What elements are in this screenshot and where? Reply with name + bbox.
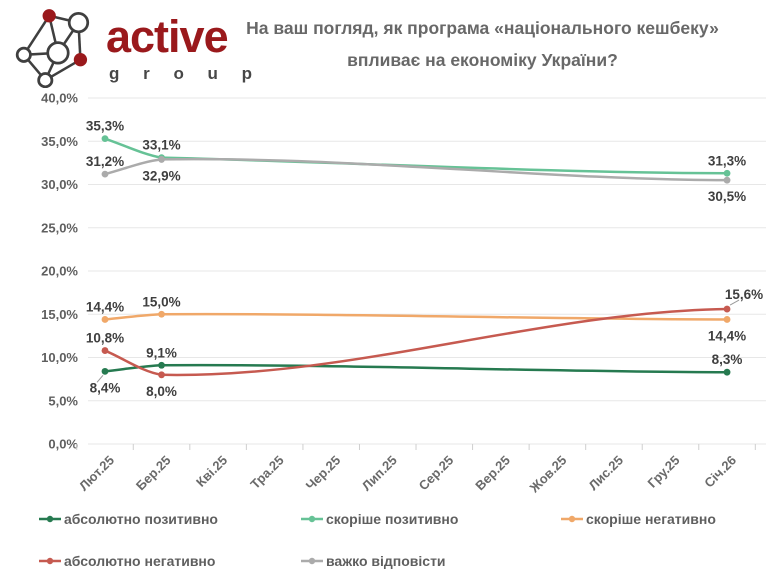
y-tick-label: 5,0% bbox=[48, 393, 78, 408]
data-label: 8,4% bbox=[90, 380, 121, 395]
network-icon bbox=[15, 9, 90, 88]
logo-subtitle: g r o u p bbox=[109, 64, 262, 83]
legend-item: скоріше позитивно bbox=[300, 511, 458, 527]
data-label: 35,3% bbox=[86, 119, 124, 134]
data-point bbox=[723, 169, 731, 177]
logo-title: active bbox=[106, 11, 229, 62]
y-tick-label: 20,0% bbox=[41, 264, 78, 279]
legend-marker-icon bbox=[39, 515, 61, 523]
logo-text: active g r o u p bbox=[106, 6, 262, 84]
x-tick-label: Лют.25 bbox=[76, 453, 117, 494]
data-label: 32,9% bbox=[142, 168, 180, 183]
data-label: 10,8% bbox=[86, 331, 124, 346]
data-label: 31,3% bbox=[708, 153, 746, 168]
x-tick-label: Чер.25 bbox=[303, 453, 344, 494]
y-tick-label: 35,0% bbox=[41, 134, 78, 149]
x-tick-label: Вер.25 bbox=[472, 453, 513, 494]
y-tick-label: 25,0% bbox=[41, 220, 78, 235]
data-point bbox=[158, 310, 165, 318]
data-point bbox=[723, 176, 731, 184]
data-point bbox=[101, 170, 109, 178]
data-point bbox=[158, 371, 165, 379]
legend-marker-icon bbox=[301, 515, 323, 523]
x-tick-label: Сер.25 bbox=[416, 453, 457, 494]
data-label: 14,4% bbox=[708, 328, 746, 343]
legend-item: абсолютно негативно bbox=[38, 553, 215, 569]
x-tick-label: Січ.26 bbox=[701, 453, 739, 491]
x-tick-label: Лип.25 bbox=[359, 453, 400, 494]
legend-label: скоріше позитивно bbox=[326, 511, 459, 527]
chart-title-line1: На ваш погляд, як програма «національног… bbox=[246, 18, 719, 38]
y-tick-label: 40,0% bbox=[41, 91, 78, 106]
y-tick-label: 15,0% bbox=[41, 307, 78, 322]
data-label: 15,6% bbox=[725, 287, 763, 302]
legend-label: абсолютно позитивно bbox=[64, 511, 218, 527]
x-tick-label: Лис.25 bbox=[585, 453, 626, 494]
series-line bbox=[104, 363, 728, 374]
legend-label: абсолютно негативно bbox=[64, 553, 216, 569]
data-point bbox=[723, 368, 731, 376]
data-point bbox=[101, 347, 109, 354]
data-point bbox=[158, 361, 165, 369]
series-line bbox=[104, 307, 728, 377]
legend-marker-icon bbox=[561, 515, 583, 523]
data-label: 30,5% bbox=[708, 189, 746, 204]
data-label: 9,1% bbox=[146, 345, 177, 360]
data-point bbox=[723, 305, 731, 313]
y-tick-label: 30,0% bbox=[41, 177, 78, 192]
data-point bbox=[101, 135, 109, 143]
data-label: 14,4% bbox=[86, 299, 124, 314]
legend-marker-icon bbox=[39, 557, 61, 565]
x-tick-label: Кві.25 bbox=[193, 453, 230, 490]
label-leader bbox=[96, 375, 104, 383]
legend-item: скоріше негативно bbox=[560, 511, 716, 527]
y-tick-label: 0,0% bbox=[48, 437, 78, 452]
data-point bbox=[101, 367, 109, 375]
label-leader bbox=[729, 299, 740, 306]
legend-label: скоріше негативно bbox=[586, 511, 716, 527]
line-chart: 40,0% 35,0% 30,0% 25,0% 20,0% 15,0% 10,0% 5,0% 0… bbox=[41, 91, 766, 497]
data-label: 8,0% bbox=[146, 384, 177, 399]
legend-marker-icon bbox=[301, 557, 323, 565]
logo: active g r o u p bbox=[14, 6, 262, 88]
x-tick-label: Гру.25 bbox=[645, 453, 683, 491]
data-label: 8,3% bbox=[712, 352, 743, 367]
data-point bbox=[723, 316, 731, 323]
y-tick-label: 10,0% bbox=[41, 350, 78, 365]
data-label: 33,1% bbox=[142, 138, 180, 153]
x-tick-label: Жов.25 bbox=[526, 453, 570, 497]
chart-title: На ваш погляд, як програма «національног… bbox=[225, 12, 740, 77]
legend-label: важко відповісти bbox=[326, 553, 446, 569]
chart-title-line2: впливає на економіку України? bbox=[347, 50, 618, 71]
series-line bbox=[104, 157, 728, 182]
data-label: 15,0% bbox=[142, 294, 180, 309]
legend-item: абсолютно позитивно bbox=[38, 511, 218, 527]
data-point bbox=[101, 316, 109, 323]
data-label: 31,2% bbox=[86, 154, 124, 169]
x-tick-label: Бер.25 bbox=[133, 453, 174, 494]
x-tick-label: Тра.25 bbox=[247, 453, 286, 492]
legend-item: важко відповісти bbox=[300, 553, 446, 569]
data-point bbox=[158, 156, 165, 163]
